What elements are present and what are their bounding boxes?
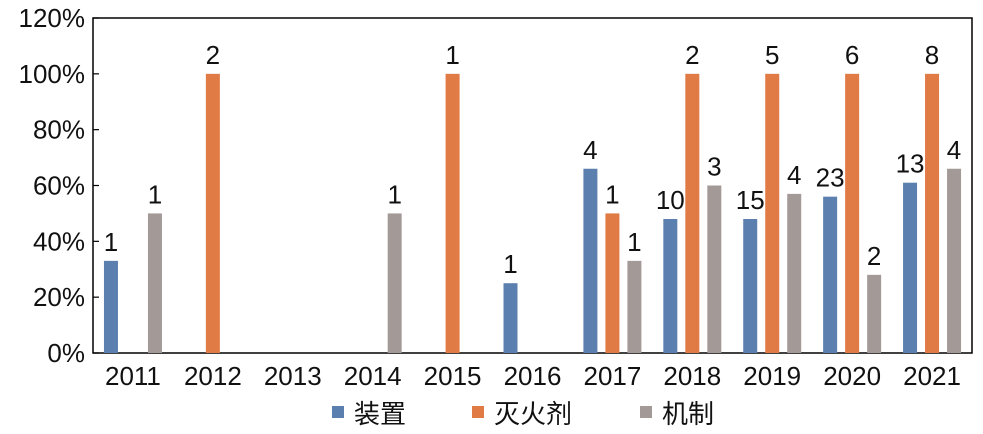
- data-label: 1: [148, 179, 162, 209]
- x-tick-label: 2019: [743, 361, 801, 391]
- legend-swatch: [472, 406, 484, 418]
- bar-2021-series-0: [903, 182, 918, 353]
- bar-2018-series-2: [707, 185, 722, 353]
- bar-2014-series-2: [387, 213, 402, 353]
- data-label: 15: [736, 185, 765, 215]
- x-tick-label: 2015: [424, 361, 482, 391]
- bar-2021-series-1: [925, 73, 940, 353]
- data-label: 4: [583, 135, 597, 165]
- x-tick-label: 2013: [264, 361, 322, 391]
- legend: 装置 灭火剂 机制: [332, 400, 714, 430]
- bar-2011-series-0: [103, 260, 118, 353]
- x-axis: 2011 2012 2013 2014 2015 2016 2017 2018 2019 2020…: [105, 361, 961, 391]
- y-tick-label: 120%: [19, 3, 86, 33]
- bar-2011-series-2: [147, 213, 162, 353]
- data-label: 23: [816, 163, 845, 193]
- x-tick-label: 2014: [344, 361, 402, 391]
- bar-2019-series-2: [787, 193, 802, 353]
- bar-2015-series-1: [445, 73, 460, 353]
- legend-label: 机制: [662, 400, 714, 430]
- legend-swatch: [332, 406, 344, 418]
- y-tick-label: 0%: [47, 338, 85, 368]
- bar-2020-series-0: [823, 196, 838, 353]
- legend-swatch: [640, 406, 652, 418]
- bar-2018-series-1: [685, 73, 700, 353]
- data-label: 13: [896, 149, 925, 179]
- bar-2016-series-0: [503, 283, 518, 353]
- x-tick-label: 2017: [583, 361, 641, 391]
- data-label: 2: [867, 241, 881, 271]
- data-label: 1: [605, 179, 619, 209]
- data-label: 3: [707, 152, 721, 182]
- data-label: 5: [765, 40, 779, 70]
- x-tick-label: 2020: [823, 361, 881, 391]
- x-tick-label: 2012: [184, 361, 242, 391]
- bar-2017-series-0: [583, 168, 598, 353]
- data-label: 4: [787, 160, 801, 190]
- legend-label: 灭火剂: [494, 400, 572, 430]
- data-label: 1: [387, 179, 401, 209]
- y-tick-label: 40%: [33, 226, 85, 256]
- x-tick-label: 2016: [504, 361, 562, 391]
- data-label: 2: [685, 40, 699, 70]
- bar-2019-series-0: [743, 219, 758, 353]
- data-label: 1: [104, 227, 118, 257]
- y-axis: 0% 20% 40% 60% 80% 100% 120%: [19, 3, 99, 368]
- legend-label: 装置: [354, 400, 406, 430]
- bar-2020-series-2: [867, 274, 882, 353]
- x-tick-label: 2018: [663, 361, 721, 391]
- data-label: 8: [925, 40, 939, 70]
- bar-2012-series-1: [205, 73, 220, 353]
- data-label: 4: [947, 135, 961, 165]
- data-label: 1: [445, 40, 459, 70]
- y-tick-label: 80%: [33, 115, 85, 145]
- bar-2020-series-1: [845, 73, 860, 353]
- data-label: 1: [503, 249, 517, 279]
- y-tick-label: 20%: [33, 282, 85, 312]
- bar-2019-series-1: [765, 73, 780, 353]
- y-tick-label: 100%: [19, 59, 86, 89]
- data-label: 10: [656, 185, 685, 215]
- bar-2017-series-1: [605, 213, 620, 353]
- bar-2018-series-0: [663, 219, 678, 353]
- bars: [103, 73, 962, 353]
- bar-2017-series-2: [627, 260, 642, 353]
- data-label: 6: [845, 40, 859, 70]
- bar-2021-series-2: [947, 168, 962, 353]
- x-tick-label: 2011: [105, 361, 161, 391]
- data-label: 1: [627, 227, 641, 257]
- x-tick-label: 2021: [903, 361, 961, 391]
- y-tick-label: 60%: [33, 171, 85, 201]
- data-label: 2: [206, 40, 220, 70]
